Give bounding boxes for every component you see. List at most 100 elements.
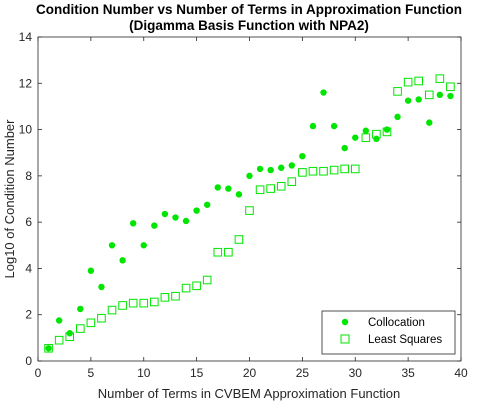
least-squares-point (287, 177, 297, 186)
y-axis-label: Log10 of Condition Number (2, 119, 17, 279)
collocation-point (394, 113, 401, 121)
collocation-point (436, 91, 444, 99)
least-squares-point (255, 185, 265, 195)
collocation-point (447, 92, 454, 100)
least-squares-point (340, 164, 349, 174)
least-squares-point (150, 297, 159, 307)
x-tick-label: 15 (190, 366, 204, 380)
least-squares-point (319, 166, 328, 176)
collocation-point (129, 220, 137, 227)
least-squares-point (234, 235, 244, 244)
x-tick-label: 20 (243, 366, 257, 380)
collocation-point (256, 165, 264, 173)
collocation-point (426, 119, 433, 126)
collocation-point (267, 166, 274, 174)
x-tick-label: 30 (349, 366, 363, 380)
collocation-point (161, 210, 169, 218)
least-squares-point (54, 335, 64, 345)
collocation-point (214, 184, 221, 191)
least-squares-point (276, 181, 286, 191)
collocation-point (299, 152, 306, 160)
x-axis-label: Number of Terms in CVBEM Approximation F… (98, 386, 401, 401)
legend-marker-collocation (341, 318, 349, 326)
x-tick-label: 35 (401, 366, 415, 380)
least-squares-point (202, 275, 212, 285)
least-squares-point (393, 87, 402, 96)
least-squares-point (128, 298, 138, 308)
least-squares-point (298, 168, 307, 177)
legend: Collocation Least Squares (321, 310, 456, 355)
least-squares-point (414, 76, 423, 86)
least-squares-point (308, 166, 318, 176)
least-squares-point (350, 164, 360, 174)
y-tick-label: 4 (25, 261, 32, 275)
legend-label-collocation: Collocation (368, 317, 425, 329)
least-squares-point (171, 291, 180, 301)
least-squares-point (97, 313, 106, 323)
collocation-point (225, 185, 232, 192)
collocation-point (246, 172, 253, 180)
least-squares-point (329, 165, 339, 175)
least-squares-point (266, 184, 275, 193)
collocation-point (87, 267, 95, 274)
collocation-point (140, 242, 147, 249)
collocation-point (373, 135, 380, 143)
collocation-point (45, 345, 52, 352)
least-squares-point (86, 318, 96, 328)
least-squares-point (245, 206, 254, 215)
collocation-point (352, 134, 359, 141)
least-squares-point (403, 77, 413, 87)
y-tick-label: 2 (25, 308, 32, 322)
least-squares-point (107, 305, 117, 315)
y-tick-label: 6 (25, 215, 32, 229)
collocation-point (288, 162, 295, 169)
x-tick-label: 10 (137, 366, 151, 380)
x-tick-label: 5 (88, 366, 95, 380)
least-squares-point (181, 283, 191, 293)
collocation-point (362, 127, 370, 134)
y-tick-label: 0 (25, 354, 32, 368)
collocation-point (119, 257, 126, 264)
collocation-point (330, 122, 338, 130)
chart-subtitle: (Digamma Basis Function with NPA2) (129, 18, 369, 33)
tick-group: 0 5 10 15 20 25 30 35 40 0 2 4 6 8 10 12 14 (19, 30, 468, 380)
legend-marker-least-squares (340, 334, 350, 344)
data-points (44, 74, 455, 353)
collocation-point (193, 207, 200, 214)
least-squares-point (435, 74, 445, 83)
y-tick-label: 8 (25, 169, 32, 183)
legend-label-least-squares: Least Squares (368, 334, 442, 346)
least-squares-point (446, 82, 455, 92)
x-tick-label: 25 (296, 366, 310, 380)
least-squares-point (424, 90, 434, 100)
y-tick-label: 10 (19, 123, 33, 137)
collocation-point (55, 317, 63, 324)
collocation-point (404, 97, 412, 104)
x-tick-label: 0 (35, 366, 42, 380)
least-squares-point (382, 127, 392, 137)
collocation-point (172, 214, 179, 221)
legend-box (321, 310, 456, 355)
least-squares-point (224, 247, 233, 257)
collocation-point (98, 283, 105, 291)
collocation-point (415, 96, 422, 103)
collocation-point (204, 201, 211, 208)
collocation-point (309, 122, 317, 130)
collocation-point (341, 144, 348, 152)
collocation-point (320, 89, 327, 96)
least-squares-point (76, 324, 85, 333)
least-squares-point (118, 301, 127, 310)
collocation-point (278, 164, 285, 171)
least-squares-point (160, 293, 170, 302)
collocation-point (235, 191, 243, 198)
collocation-point (151, 222, 158, 229)
collocation-point (383, 126, 391, 133)
least-squares-point (44, 343, 53, 353)
least-squares-point (192, 281, 201, 291)
collocation-point (108, 242, 116, 249)
chart-title: Condition Number vs Number of Terms in A… (36, 2, 462, 17)
least-squares-point (361, 133, 371, 142)
least-squares-point (213, 247, 223, 257)
